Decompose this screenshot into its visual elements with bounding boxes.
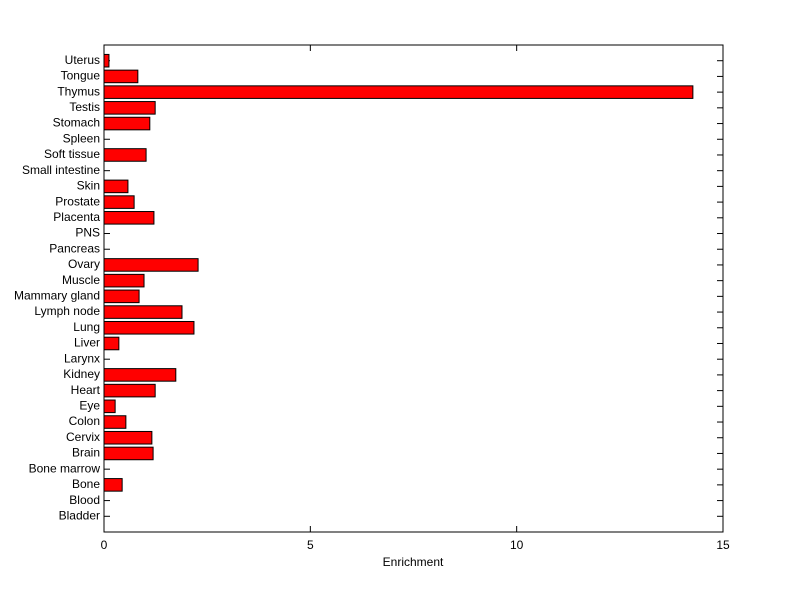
y-tick-label: Colon [69, 414, 100, 428]
y-tick-label: Larynx [64, 351, 100, 365]
y-tick-label: Placenta [53, 210, 100, 224]
y-tick-label: Lymph node [34, 304, 100, 318]
bar [103, 446, 154, 461]
y-tick-label: Thymus [57, 84, 100, 98]
x-tick-label: 0 [101, 538, 108, 552]
bar [103, 383, 156, 398]
y-tick-label: Bone [72, 477, 100, 491]
y-tick-label: Lung [73, 320, 100, 334]
bar [103, 368, 177, 382]
bar [103, 116, 151, 131]
y-tick-label: Testis [69, 100, 100, 114]
y-tick-label: Muscle [62, 273, 100, 287]
bar [103, 53, 110, 68]
x-tick-label: 10 [510, 538, 524, 552]
y-tick-label: Eye [79, 398, 100, 412]
bar [103, 430, 153, 445]
bar [103, 415, 127, 429]
bar [103, 258, 199, 272]
y-tick-label: Stomach [53, 116, 100, 130]
x-tick-label: 15 [716, 538, 730, 552]
x-tick-label: 5 [307, 538, 314, 552]
y-tick-label: Brain [72, 446, 100, 460]
y-tick-label: Liver [74, 336, 100, 350]
bar [103, 399, 116, 414]
y-tick-label: Blood [69, 493, 100, 507]
y-tick-label: Prostate [55, 194, 100, 208]
bar [103, 273, 145, 288]
bar [103, 289, 140, 304]
x-axis-label: Enrichment [383, 555, 444, 569]
bar [103, 478, 123, 492]
y-tick-label: Uterus [65, 53, 100, 67]
y-tick-label: Kidney [63, 367, 100, 381]
bar [103, 148, 147, 162]
y-tick-label: Skin [77, 179, 100, 193]
bar [103, 69, 139, 84]
y-tick-label: Spleen [63, 131, 100, 145]
y-tick-label: PNS [75, 226, 100, 240]
bar [103, 320, 195, 335]
bar [103, 211, 155, 225]
y-tick-label: Ovary [68, 257, 100, 271]
y-tick-label: Heart [71, 383, 101, 397]
bar [103, 179, 129, 194]
y-tick-label: Small intestine [22, 163, 100, 177]
bar [103, 305, 183, 319]
y-tick-label: Bone marrow [29, 461, 101, 475]
bar [103, 85, 694, 99]
bar [103, 101, 156, 115]
y-tick-label: Soft tissue [44, 147, 100, 161]
y-tick-label: Bladder [59, 508, 100, 522]
y-tick-label: Cervix [66, 430, 100, 444]
bar [103, 336, 120, 351]
y-tick-label: Pancreas [49, 241, 100, 255]
y-tick-label: Mammary gland [14, 289, 100, 303]
plot-area [103, 44, 724, 533]
y-tick-label: Tongue [61, 69, 101, 83]
bar [103, 195, 135, 209]
